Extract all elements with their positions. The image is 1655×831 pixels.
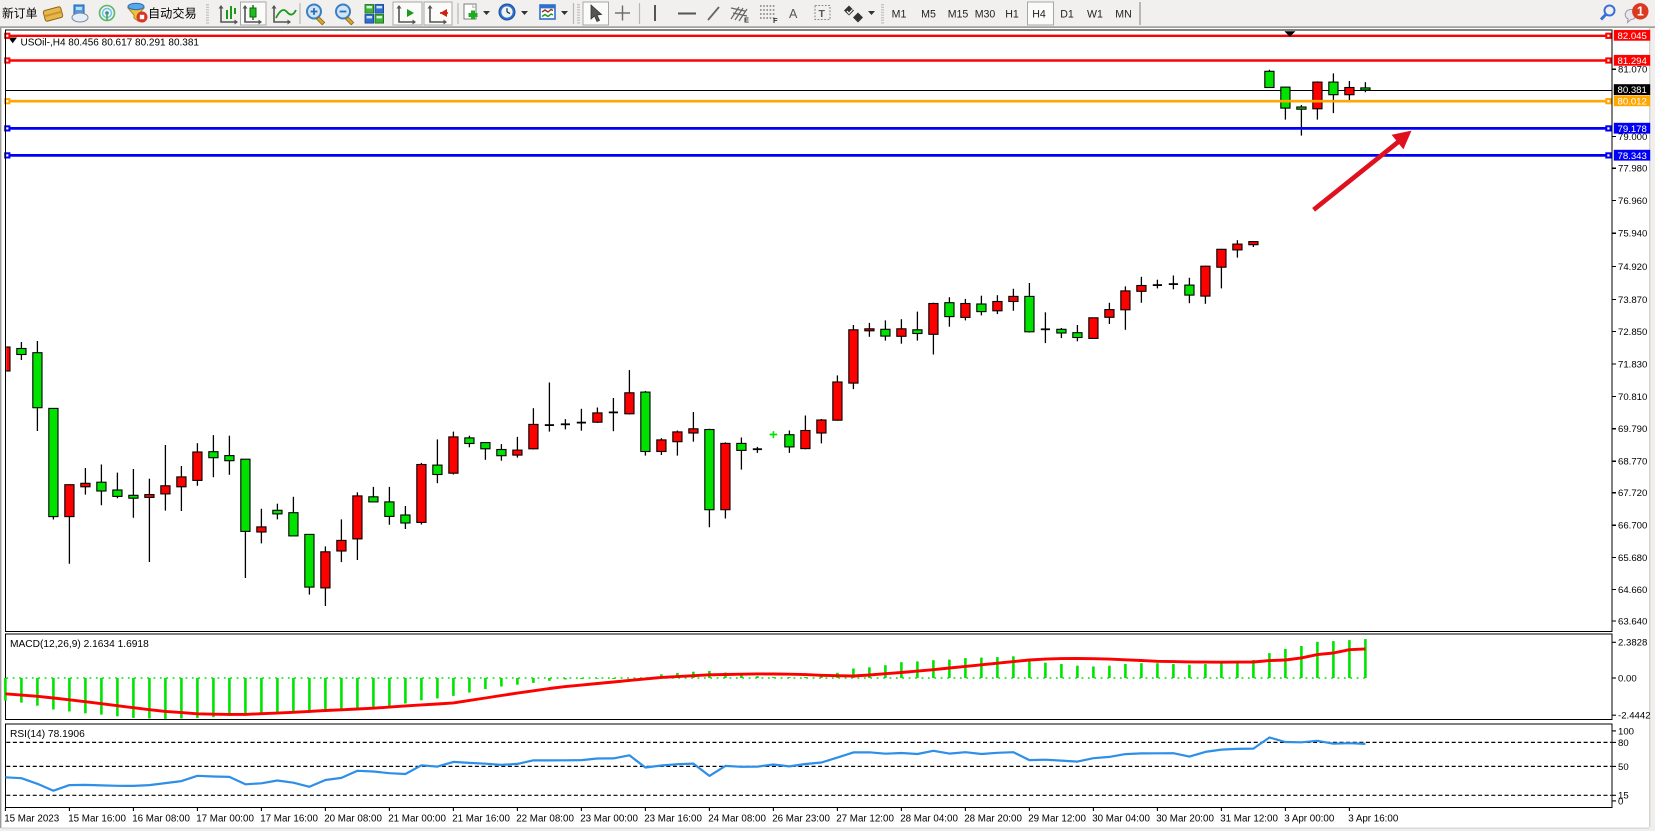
- svg-text:M5: M5: [921, 8, 936, 20]
- svg-text:USOil-,H4 80.456 80.617 80.29: USOil-,H4 80.456 80.617 80.291 80.381: [21, 37, 200, 48]
- svg-text:28 Mar 04:00: 28 Mar 04:00: [900, 814, 958, 825]
- svg-text:65.680: 65.680: [1618, 553, 1647, 564]
- svg-text:64.660: 64.660: [1618, 585, 1647, 596]
- svg-text:80: 80: [1618, 738, 1629, 749]
- svg-text:新订单: 新订单: [2, 7, 38, 21]
- svg-text:21 Mar 16:00: 21 Mar 16:00: [452, 814, 510, 825]
- svg-text:17 Mar 00:00: 17 Mar 00:00: [196, 814, 254, 825]
- svg-text:81.070: 81.070: [1618, 65, 1647, 76]
- svg-text:69.790: 69.790: [1618, 424, 1647, 435]
- svg-text:21 Mar 00:00: 21 Mar 00:00: [388, 814, 446, 825]
- svg-text:W1: W1: [1087, 8, 1103, 20]
- svg-text:T: T: [819, 8, 826, 20]
- svg-text:16 Mar 08:00: 16 Mar 08:00: [132, 814, 190, 825]
- svg-text:MN: MN: [1115, 8, 1131, 20]
- svg-text:79.178: 79.178: [1618, 124, 1647, 135]
- svg-text:22 Mar 08:00: 22 Mar 08:00: [516, 814, 574, 825]
- svg-text:E: E: [744, 16, 749, 25]
- svg-text:2.3828: 2.3828: [1618, 638, 1647, 649]
- svg-text:28 Mar 20:00: 28 Mar 20:00: [964, 814, 1022, 825]
- svg-text:0: 0: [1618, 796, 1623, 807]
- svg-text:70.810: 70.810: [1618, 392, 1647, 403]
- svg-text:24 Mar 08:00: 24 Mar 08:00: [708, 814, 766, 825]
- svg-text:23 Mar 16:00: 23 Mar 16:00: [644, 814, 702, 825]
- svg-text:0.00: 0.00: [1618, 673, 1637, 684]
- svg-text:68.770: 68.770: [1618, 457, 1647, 468]
- svg-text:M15: M15: [948, 8, 969, 20]
- svg-text:H4: H4: [1032, 8, 1046, 20]
- svg-text:76.960: 76.960: [1618, 196, 1647, 207]
- svg-text:50: 50: [1618, 762, 1629, 773]
- svg-text:75.940: 75.940: [1618, 229, 1647, 240]
- svg-text:79.000: 79.000: [1618, 132, 1647, 143]
- svg-text:30 Mar 04:00: 30 Mar 04:00: [1092, 814, 1150, 825]
- svg-text:31 Mar 12:00: 31 Mar 12:00: [1220, 814, 1278, 825]
- svg-text:29 Mar 12:00: 29 Mar 12:00: [1028, 814, 1086, 825]
- svg-text:30 Mar 20:00: 30 Mar 20:00: [1156, 814, 1214, 825]
- svg-text:M1: M1: [892, 8, 907, 20]
- svg-text:71.830: 71.830: [1618, 359, 1647, 370]
- svg-text:77.980: 77.980: [1618, 164, 1647, 175]
- svg-text:20 Mar 08:00: 20 Mar 08:00: [324, 814, 382, 825]
- svg-text:H1: H1: [1005, 8, 1019, 20]
- svg-text:MACD(12,26,9) 2.1634 1.6918: MACD(12,26,9) 2.1634 1.6918: [10, 639, 149, 650]
- svg-text:23 Mar 00:00: 23 Mar 00:00: [580, 814, 638, 825]
- svg-text:81.294: 81.294: [1618, 56, 1648, 67]
- svg-text:1: 1: [1637, 5, 1644, 19]
- svg-text:66.700: 66.700: [1618, 521, 1647, 532]
- svg-text:15: 15: [1618, 791, 1629, 802]
- svg-text:67.720: 67.720: [1618, 488, 1647, 499]
- svg-text:72.850: 72.850: [1618, 327, 1647, 338]
- svg-text:F: F: [773, 16, 778, 25]
- svg-text:74.920: 74.920: [1618, 262, 1647, 273]
- svg-text:82.045: 82.045: [1618, 31, 1647, 42]
- svg-text:3 Apr 16:00: 3 Apr 16:00: [1348, 814, 1399, 825]
- svg-text:M30: M30: [975, 8, 996, 20]
- svg-text:78.343: 78.343: [1618, 151, 1647, 162]
- svg-text:-2.4442: -2.4442: [1618, 711, 1651, 722]
- svg-text:26 Mar 23:00: 26 Mar 23:00: [772, 814, 830, 825]
- svg-text:80.381: 80.381: [1618, 85, 1647, 96]
- svg-text:3 Apr 00:00: 3 Apr 00:00: [1284, 814, 1335, 825]
- svg-text:RSI(14) 78.1906: RSI(14) 78.1906: [10, 729, 85, 740]
- svg-text:D1: D1: [1060, 8, 1074, 20]
- svg-text:73.870: 73.870: [1618, 295, 1647, 306]
- svg-text:15 Mar 2023: 15 Mar 2023: [4, 814, 60, 825]
- svg-text:A: A: [789, 7, 798, 21]
- svg-text:63.640: 63.640: [1618, 617, 1647, 628]
- svg-text:自动交易: 自动交易: [148, 6, 197, 21]
- svg-text:15 Mar 16:00: 15 Mar 16:00: [68, 814, 126, 825]
- svg-text:80.012: 80.012: [1618, 96, 1647, 107]
- svg-text:27 Mar 12:00: 27 Mar 12:00: [836, 814, 894, 825]
- svg-text:100: 100: [1618, 726, 1634, 737]
- svg-text:17 Mar 16:00: 17 Mar 16:00: [260, 814, 318, 825]
